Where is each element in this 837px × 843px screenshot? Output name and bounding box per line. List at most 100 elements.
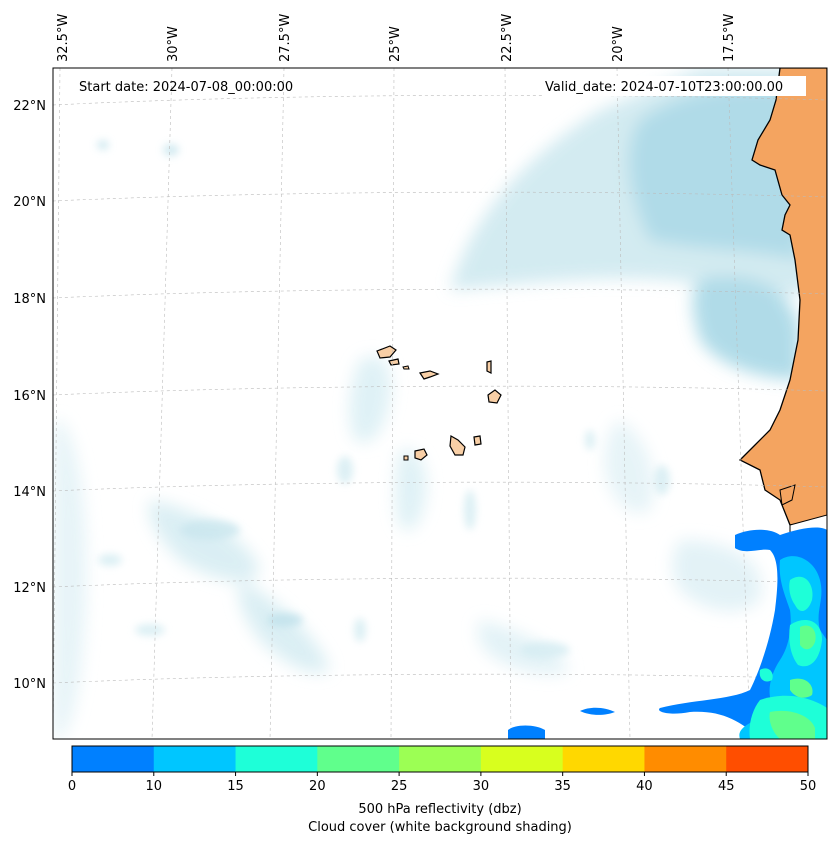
colorbar-tick-label: 0 xyxy=(68,779,76,794)
colorbar-tick-label: 10 xyxy=(146,779,163,794)
cloud-patch-central xyxy=(604,420,654,513)
cloud-patch-southeast xyxy=(672,540,762,611)
reflectivity-20-25-region xyxy=(789,576,813,612)
cabo-verde-islands xyxy=(376,345,502,461)
meridian-22-5w xyxy=(504,68,512,739)
colorbar-segment xyxy=(644,746,727,772)
valid-date-label: Valid_date: 2024-07-10T23:00:00.00 xyxy=(545,80,783,95)
cloud-speck xyxy=(585,430,595,450)
island-santo-antao xyxy=(376,345,397,359)
island-sao-vicente xyxy=(388,358,400,366)
africa-landmass xyxy=(738,68,827,526)
reflectivity-patch xyxy=(508,725,545,739)
cloud-speck xyxy=(464,490,476,530)
colorbar-segment xyxy=(235,746,318,772)
meridian-27-5w xyxy=(269,68,285,739)
parallel-14n xyxy=(53,481,827,492)
colorbar-tick-label: 40 xyxy=(636,779,653,794)
parallel-12n xyxy=(53,577,827,588)
cloud-band-west xyxy=(53,420,87,739)
cloud-speck xyxy=(654,465,670,495)
cloud-speck xyxy=(97,140,109,150)
lon-label: 22.5°W xyxy=(500,14,515,62)
cloud-cover-shading xyxy=(53,68,827,739)
cloud-core-north xyxy=(629,86,800,260)
lat-label: 14°N xyxy=(13,485,46,500)
parallel-10n xyxy=(53,673,827,684)
cloud-patch-west xyxy=(149,500,260,581)
lat-label: 12°N xyxy=(13,581,46,596)
cloud-patch-cv-north xyxy=(349,356,391,443)
island-brava xyxy=(403,455,409,461)
island-maio xyxy=(473,435,482,446)
colorbar-label-cloud-cover: Cloud cover (white background shading) xyxy=(308,820,572,835)
parallel-22n xyxy=(53,94,827,106)
colorbar-label-reflectivity: 500 hPa reflectivity (dbz) xyxy=(358,802,521,817)
colorbar-tick-label: 25 xyxy=(391,779,408,794)
reflectivity-25-30-region xyxy=(800,625,816,650)
island-fogo xyxy=(414,448,428,461)
parallel-16n xyxy=(53,385,827,396)
meridian-30w xyxy=(151,68,173,739)
lon-label: 20°W xyxy=(611,26,626,62)
cloud-core-coastal xyxy=(692,276,800,380)
reflectivity-patch xyxy=(580,707,615,715)
colorbar-tick-label: 35 xyxy=(554,779,571,794)
colorbar-frame xyxy=(71,745,809,773)
island-sao-nicolau xyxy=(419,370,440,380)
colorbar-segment xyxy=(317,746,400,772)
colorbar: 0 10 15 20 25 30 35 40 45 50 xyxy=(68,745,817,794)
cloud-speck xyxy=(354,618,366,642)
reflectivity-contours xyxy=(508,527,827,739)
lon-label: 32.5°W xyxy=(56,14,71,62)
lat-label: 10°N xyxy=(13,677,46,692)
parallel-18n xyxy=(53,288,827,299)
cloud-speck xyxy=(180,520,240,540)
colorbar-segment xyxy=(72,746,155,772)
colorbar-segment xyxy=(726,746,809,772)
meridian-32-5w xyxy=(53,68,61,739)
valid-date-box xyxy=(542,76,806,96)
colorbar-segment xyxy=(480,746,564,772)
coast-detail xyxy=(779,484,796,506)
cloud-speck xyxy=(520,642,570,658)
island-sal xyxy=(486,360,492,374)
lat-label: 22°N xyxy=(13,99,46,114)
lon-label: 25°W xyxy=(388,26,403,62)
latitude-labels: 22°N 20°N 18°N 16°N 14°N 12°N 10°N xyxy=(13,99,46,692)
lat-label: 20°N xyxy=(13,195,46,210)
longitude-labels: 32.5°W 30°W 27.5°W 25°W 22.5°W 20°W 17.5… xyxy=(56,14,737,62)
lon-label: 17.5°W xyxy=(722,14,737,62)
graticule xyxy=(53,68,827,739)
colorbar-segment xyxy=(399,746,482,772)
reflectivity-25-30-region xyxy=(790,678,813,698)
lon-label: 30°W xyxy=(166,26,181,62)
lat-label: 18°N xyxy=(13,292,46,307)
cloud-speck xyxy=(135,624,165,636)
cloud-patch-cv-south xyxy=(395,449,427,531)
reflectivity-25-30-region xyxy=(769,710,815,739)
lat-label: 16°N xyxy=(13,389,46,404)
map-frame xyxy=(52,67,828,740)
colorbar-tick-label: 20 xyxy=(309,779,326,794)
reflectivity-patch xyxy=(735,533,765,551)
colorbar-tick-label: 50 xyxy=(800,779,817,794)
colorbar-segment xyxy=(562,746,645,772)
cloud-speck xyxy=(98,554,122,566)
cloud-speck xyxy=(267,613,303,627)
start-date-label: Start date: 2024-07-08_00:00:00 xyxy=(79,80,293,95)
lon-label: 27.5°W xyxy=(278,14,293,62)
colorbar-tick-label: 30 xyxy=(473,779,490,794)
cloud-speck xyxy=(337,456,353,484)
meridian-20w xyxy=(616,68,631,739)
cloud-speck xyxy=(163,144,179,156)
island-santa-luzia xyxy=(402,365,410,370)
reflectivity-20-25-region xyxy=(759,668,773,682)
island-boa-vista xyxy=(487,389,502,404)
colorbar-segment xyxy=(153,746,237,772)
parallel-20n xyxy=(53,191,827,202)
meridian-17-5w xyxy=(727,68,751,739)
island-santiago xyxy=(449,435,466,456)
